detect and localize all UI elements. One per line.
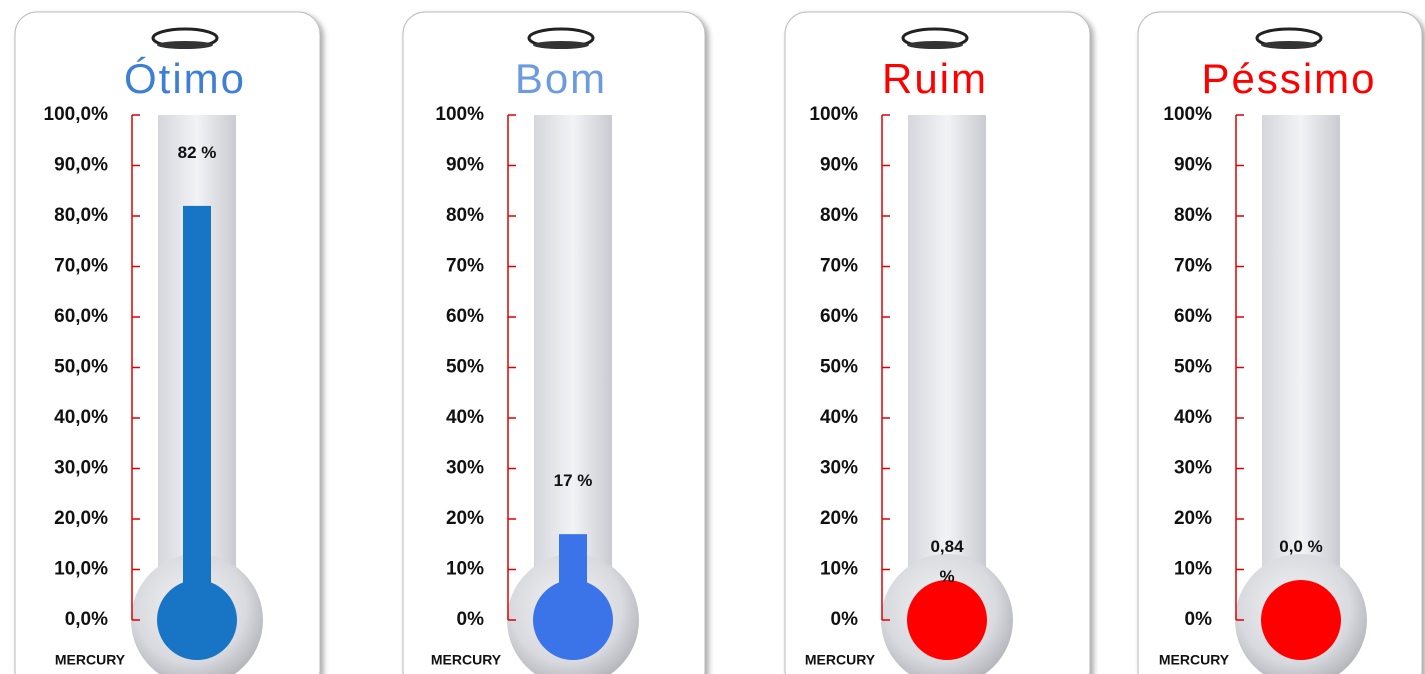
y-tick-label: 80,0% [54,205,108,226]
mercury-bulb [907,580,987,660]
y-tick-label: 90% [446,155,484,176]
lens-shadow [907,41,963,49]
y-tick-label: 10% [446,559,484,580]
chart-title: Ótimo [124,55,246,102]
y-tick-label: 20,0% [54,508,108,529]
y-tick-label: 100% [435,104,484,125]
x-axis-label: MERCURY [1159,652,1230,668]
y-tick-label: 80% [820,205,858,226]
y-tick-label: 50,0% [54,357,108,378]
chart-title: Bom [515,55,607,102]
y-tick-label: 10,0% [54,559,108,580]
x-axis-label: MERCURY [431,652,502,668]
mercury-column [1287,590,1315,620]
chart-title: Péssimo [1201,55,1376,102]
y-tick-label: 70% [446,256,484,277]
y-tick-label: 20% [446,508,484,529]
y-tick-label: 0% [831,609,859,630]
y-tick-label: 90% [1174,155,1212,176]
y-tick-label: 70,0% [54,256,108,277]
y-tick-label: 20% [1174,508,1212,529]
mercury-column [559,534,587,590]
mercury-bulb [533,580,613,660]
y-tick-label: 0,0% [65,609,108,630]
lens-shadow [533,41,589,49]
y-tick-label: 80% [1174,205,1212,226]
y-tick-label: 70% [1174,256,1212,277]
mercury-column [933,590,961,616]
y-tick-label: 60% [446,306,484,327]
x-axis-label: MERCURY [805,652,876,668]
y-tick-label: 40% [446,407,484,428]
y-tick-label: 50% [820,357,858,378]
y-tick-label: 100% [809,104,858,125]
chart-title: Ruim [882,55,988,102]
tube [1262,115,1340,620]
thermometer-chart: 0,0% 10,0% 20,0% 30,0% 40,0% 50,0% 60,0% 70,0% 8… [14,11,321,674]
y-tick-label: 30% [446,458,484,479]
value-label: 17 % [553,471,593,491]
y-tick-label: 10% [820,559,858,580]
thermometer-chart: 0% 10% 20% 30% 40% 50% 60% 70% 80% 90% 100%Péssimo… [1137,11,1423,674]
y-tick-label: 30,0% [54,458,108,479]
y-tick-label: 100% [1163,104,1212,125]
y-tick-label: 100,0% [44,104,109,125]
y-tick-label: 60,0% [54,306,108,327]
y-tick-label: 30% [820,458,858,479]
y-tick-label: 40% [820,407,858,428]
value-label: 82 % [177,142,217,162]
y-tick-label: 0% [1185,609,1213,630]
y-tick-label: 60% [820,306,858,327]
y-tick-label: 50% [446,357,484,378]
y-tick-label: 0% [457,609,485,630]
value-label: 0,0 % [1279,537,1323,556]
y-tick-label: 90,0% [54,155,108,176]
y-tick-label: 30% [1174,458,1212,479]
y-tick-label: 40% [1174,407,1212,428]
y-tick-label: 70% [820,256,858,277]
lens-shadow [1261,41,1317,49]
tube [908,115,986,620]
x-axis-label: MERCURY [55,652,126,668]
thermometer-chart: 0% 10% 20% 30% 40% 50% 60% 70% 80% 90% 100% Ruim MER… [784,11,1091,674]
y-tick-label: 40,0% [54,407,108,428]
y-tick-label: 80% [446,205,484,226]
y-tick-label: 60% [1174,306,1212,327]
mercury-bulb [157,580,237,660]
value-label: 0,84 % [930,537,964,586]
lens-shadow [157,41,213,49]
mercury-column [183,205,211,590]
y-tick-label: 10% [1174,559,1212,580]
thermometer-chart: 0% 10% 20% 30% 40% 50% 60% 70% 80% 90% 100% Bom MERC… [402,11,706,674]
y-tick-label: 20% [820,508,858,529]
y-tick-label: 90% [820,155,858,176]
y-tick-label: 50% [1174,357,1212,378]
